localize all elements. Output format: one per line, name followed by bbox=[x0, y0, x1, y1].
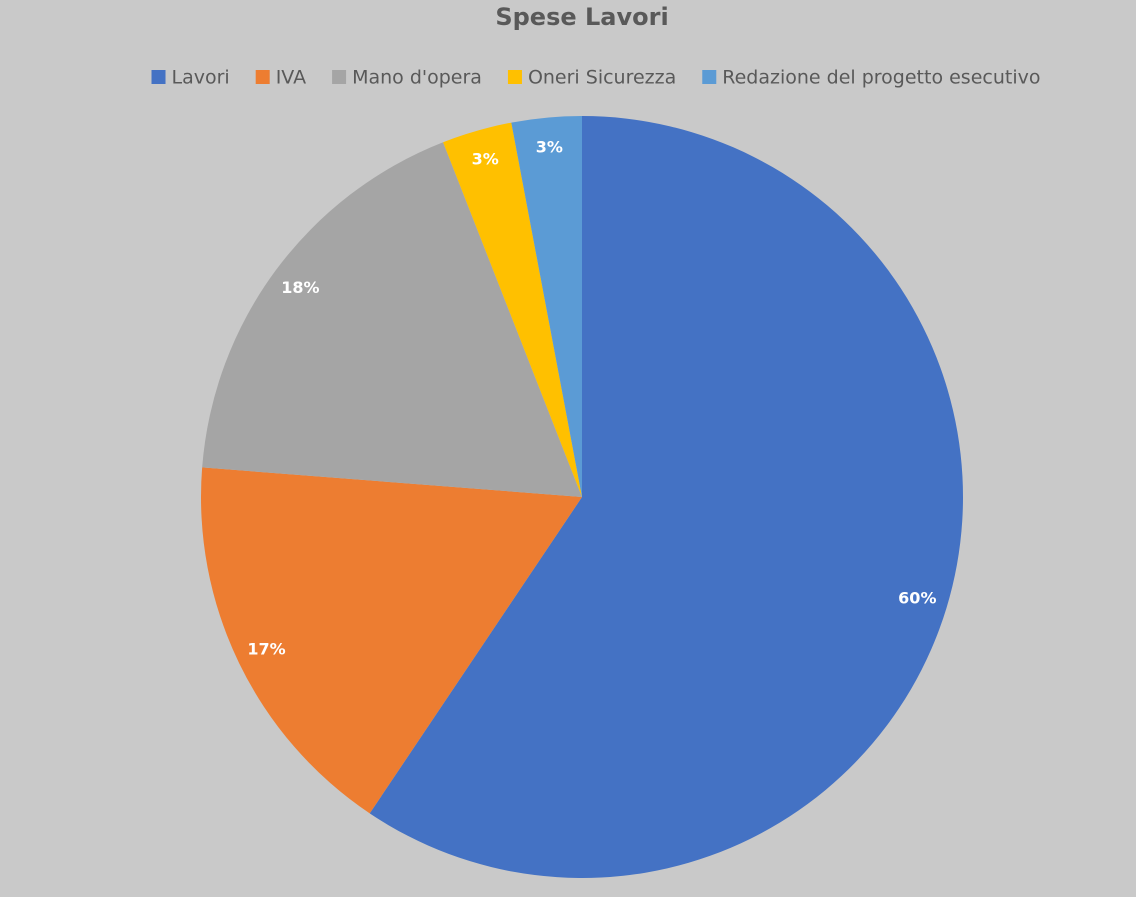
data-label: 3% bbox=[536, 138, 563, 157]
pie-slice bbox=[201, 467, 582, 814]
legend-swatch bbox=[255, 70, 270, 84]
legend-label: Mano d'opera bbox=[352, 67, 482, 89]
pie-slice bbox=[369, 116, 964, 878]
data-label: 3% bbox=[472, 150, 499, 169]
pie-slice bbox=[202, 142, 582, 497]
legend-label: Lavori bbox=[172, 67, 230, 89]
legend-swatch bbox=[702, 70, 717, 84]
chart-title: Spese Lavori bbox=[495, 3, 668, 31]
legend-label: Oneri Sicurezza bbox=[528, 67, 676, 89]
legend-label: Redazione del progetto esecutivo bbox=[722, 67, 1040, 89]
data-label: 17% bbox=[247, 639, 285, 658]
pie-slice bbox=[511, 116, 582, 497]
legend-swatch bbox=[332, 70, 347, 84]
legend-swatch bbox=[507, 70, 522, 84]
pie-slice bbox=[443, 122, 582, 497]
data-label: 18% bbox=[281, 278, 319, 297]
data-label: 60% bbox=[898, 589, 936, 608]
legend-swatch bbox=[151, 70, 166, 84]
legend-label: IVA bbox=[276, 67, 306, 89]
